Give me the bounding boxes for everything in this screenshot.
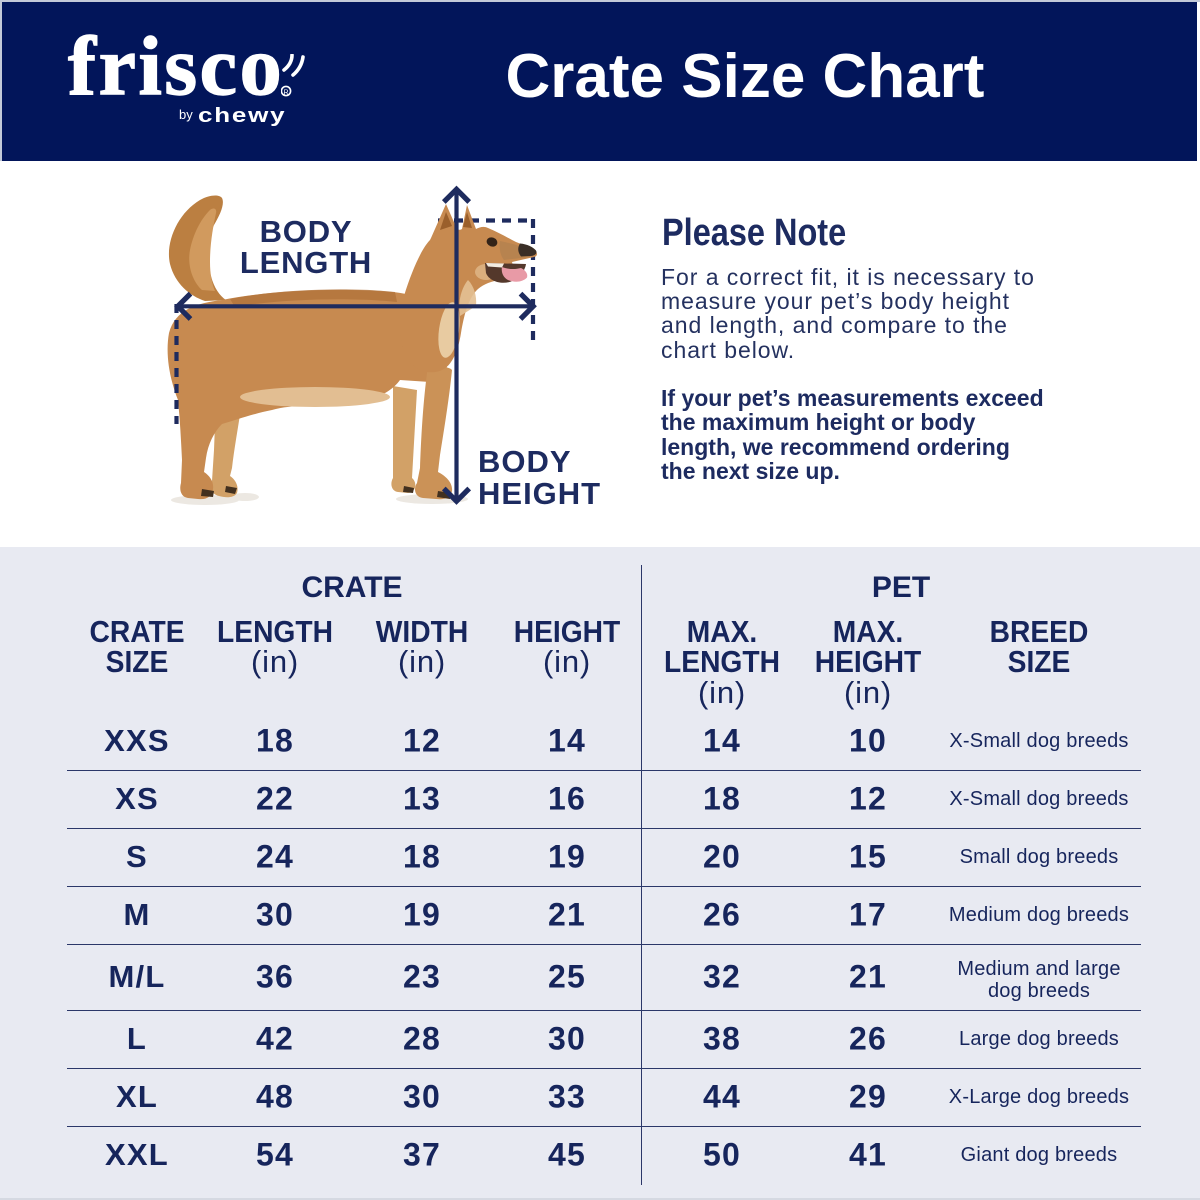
svg-text:by: by xyxy=(179,107,193,122)
svg-text:R: R xyxy=(283,90,288,97)
svg-text:chewy: chewy xyxy=(198,104,286,127)
